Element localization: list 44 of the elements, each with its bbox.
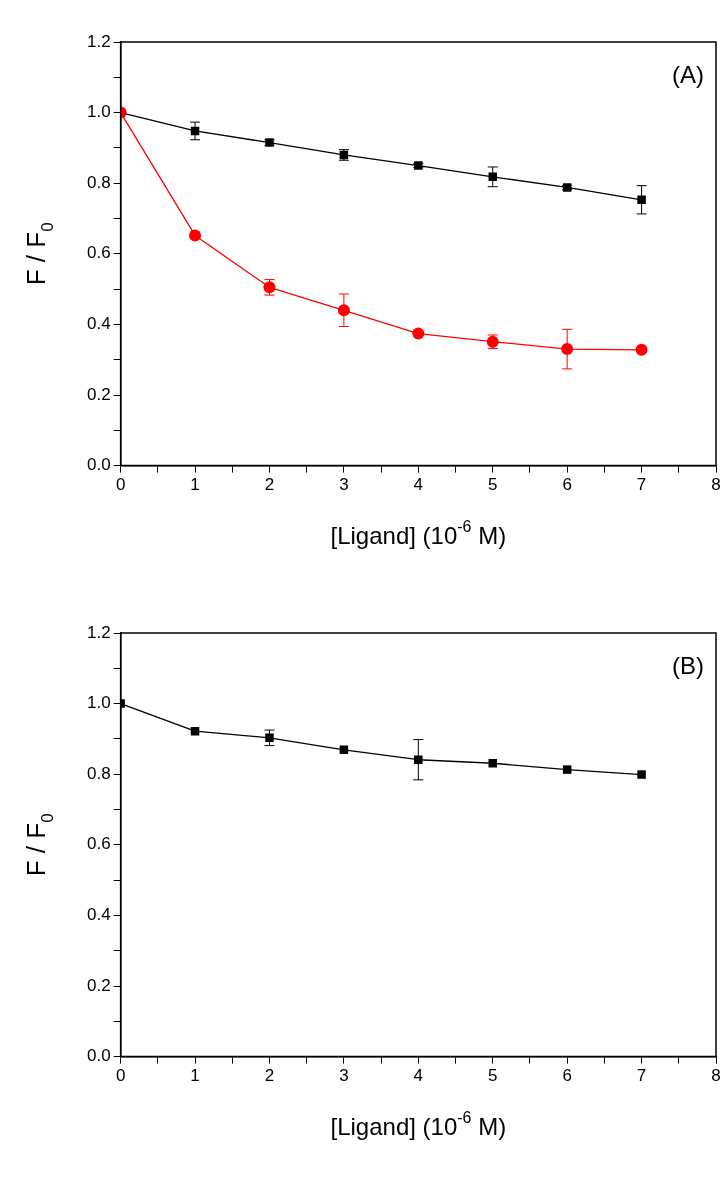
y-tick-label: 0.6 xyxy=(86,834,111,854)
y-tick-label: 0.2 xyxy=(86,975,111,995)
x-tick-label: 3 xyxy=(339,1066,349,1086)
y-tick-label: 1.0 xyxy=(86,102,111,122)
x-tick-label: 5 xyxy=(488,1066,498,1086)
x-tick-label: 2 xyxy=(264,1066,275,1086)
y-tick-label: 0.4 xyxy=(86,905,111,925)
point xyxy=(414,755,423,764)
x-tick-label: 1 xyxy=(190,1066,200,1086)
y-tick-label: 1.2 xyxy=(86,31,111,51)
x-tick-label: 4 xyxy=(413,1066,424,1086)
x-tick-label: 0 xyxy=(115,475,126,495)
y-tick-label: 0.0 xyxy=(86,455,111,475)
y-tick-label: 1.0 xyxy=(86,693,111,713)
y-tick-label: 1.2 xyxy=(86,622,111,642)
y-tick-label: 0.8 xyxy=(86,172,111,192)
point xyxy=(488,759,497,768)
x-tick-label: 8 xyxy=(711,1066,721,1086)
point xyxy=(561,343,574,356)
x-tick-label: 1 xyxy=(190,475,200,495)
x-tick-label: 0 xyxy=(115,1066,126,1086)
x-tick-label: 7 xyxy=(636,1066,647,1086)
x-tick-label: 6 xyxy=(562,475,572,495)
y-tick-label: 0.6 xyxy=(86,243,111,263)
point xyxy=(412,327,425,340)
x-tick-label: 5 xyxy=(488,475,498,495)
x-tick-label: 7 xyxy=(636,475,647,495)
x-tick-label: 3 xyxy=(339,475,349,495)
point xyxy=(562,765,572,774)
y-tick-label: 0.8 xyxy=(86,763,111,783)
x-tick-label: 4 xyxy=(413,475,424,495)
annotation: (B) xyxy=(672,651,704,679)
point xyxy=(189,229,202,242)
point xyxy=(635,343,648,356)
x-tick-label: 2 xyxy=(264,475,275,495)
x-tick-label: 6 xyxy=(562,1066,572,1086)
y-tick-label: 0.2 xyxy=(86,384,111,404)
point xyxy=(637,770,646,779)
y-axis-title: F / F0 xyxy=(21,813,58,877)
y-axis-title: F / F0 xyxy=(21,222,58,286)
annotation: (A) xyxy=(672,60,704,88)
y-tick-label: 0.4 xyxy=(86,314,111,334)
x-tick-label: 8 xyxy=(711,475,721,495)
y-tick-label: 0.0 xyxy=(86,1046,111,1066)
